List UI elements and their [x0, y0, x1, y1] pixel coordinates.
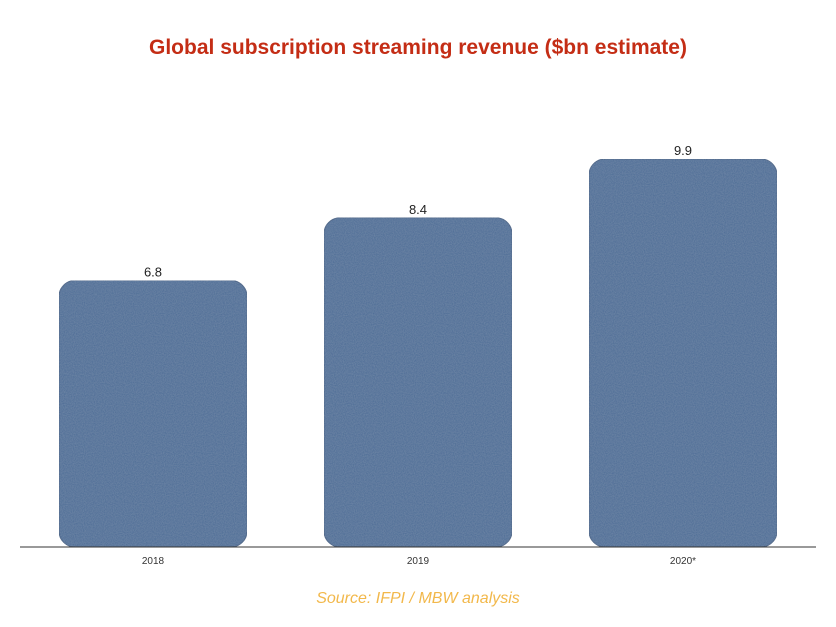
bar-2018 — [58, 280, 248, 548]
value-label-2019: 8.4 — [409, 202, 427, 217]
value-label-2018: 6.8 — [144, 265, 162, 280]
value-label-2020*: 9.9 — [674, 143, 692, 158]
x-tick-label-2019: 2019 — [407, 556, 430, 567]
labels-layer: 6.8 2018 8.4 2019 9.9 2020* — [142, 143, 696, 567]
x-tick-label-2020*: 2020* — [670, 556, 696, 567]
source-note: Source: IFPI / MBW analysis — [316, 590, 520, 607]
bar-2019 — [323, 217, 513, 548]
bars-layer — [58, 158, 778, 548]
bar-2020* — [588, 158, 778, 548]
chart-title: Global subscription streaming revenue ($… — [149, 36, 687, 59]
x-tick-label-2018: 2018 — [142, 556, 165, 567]
